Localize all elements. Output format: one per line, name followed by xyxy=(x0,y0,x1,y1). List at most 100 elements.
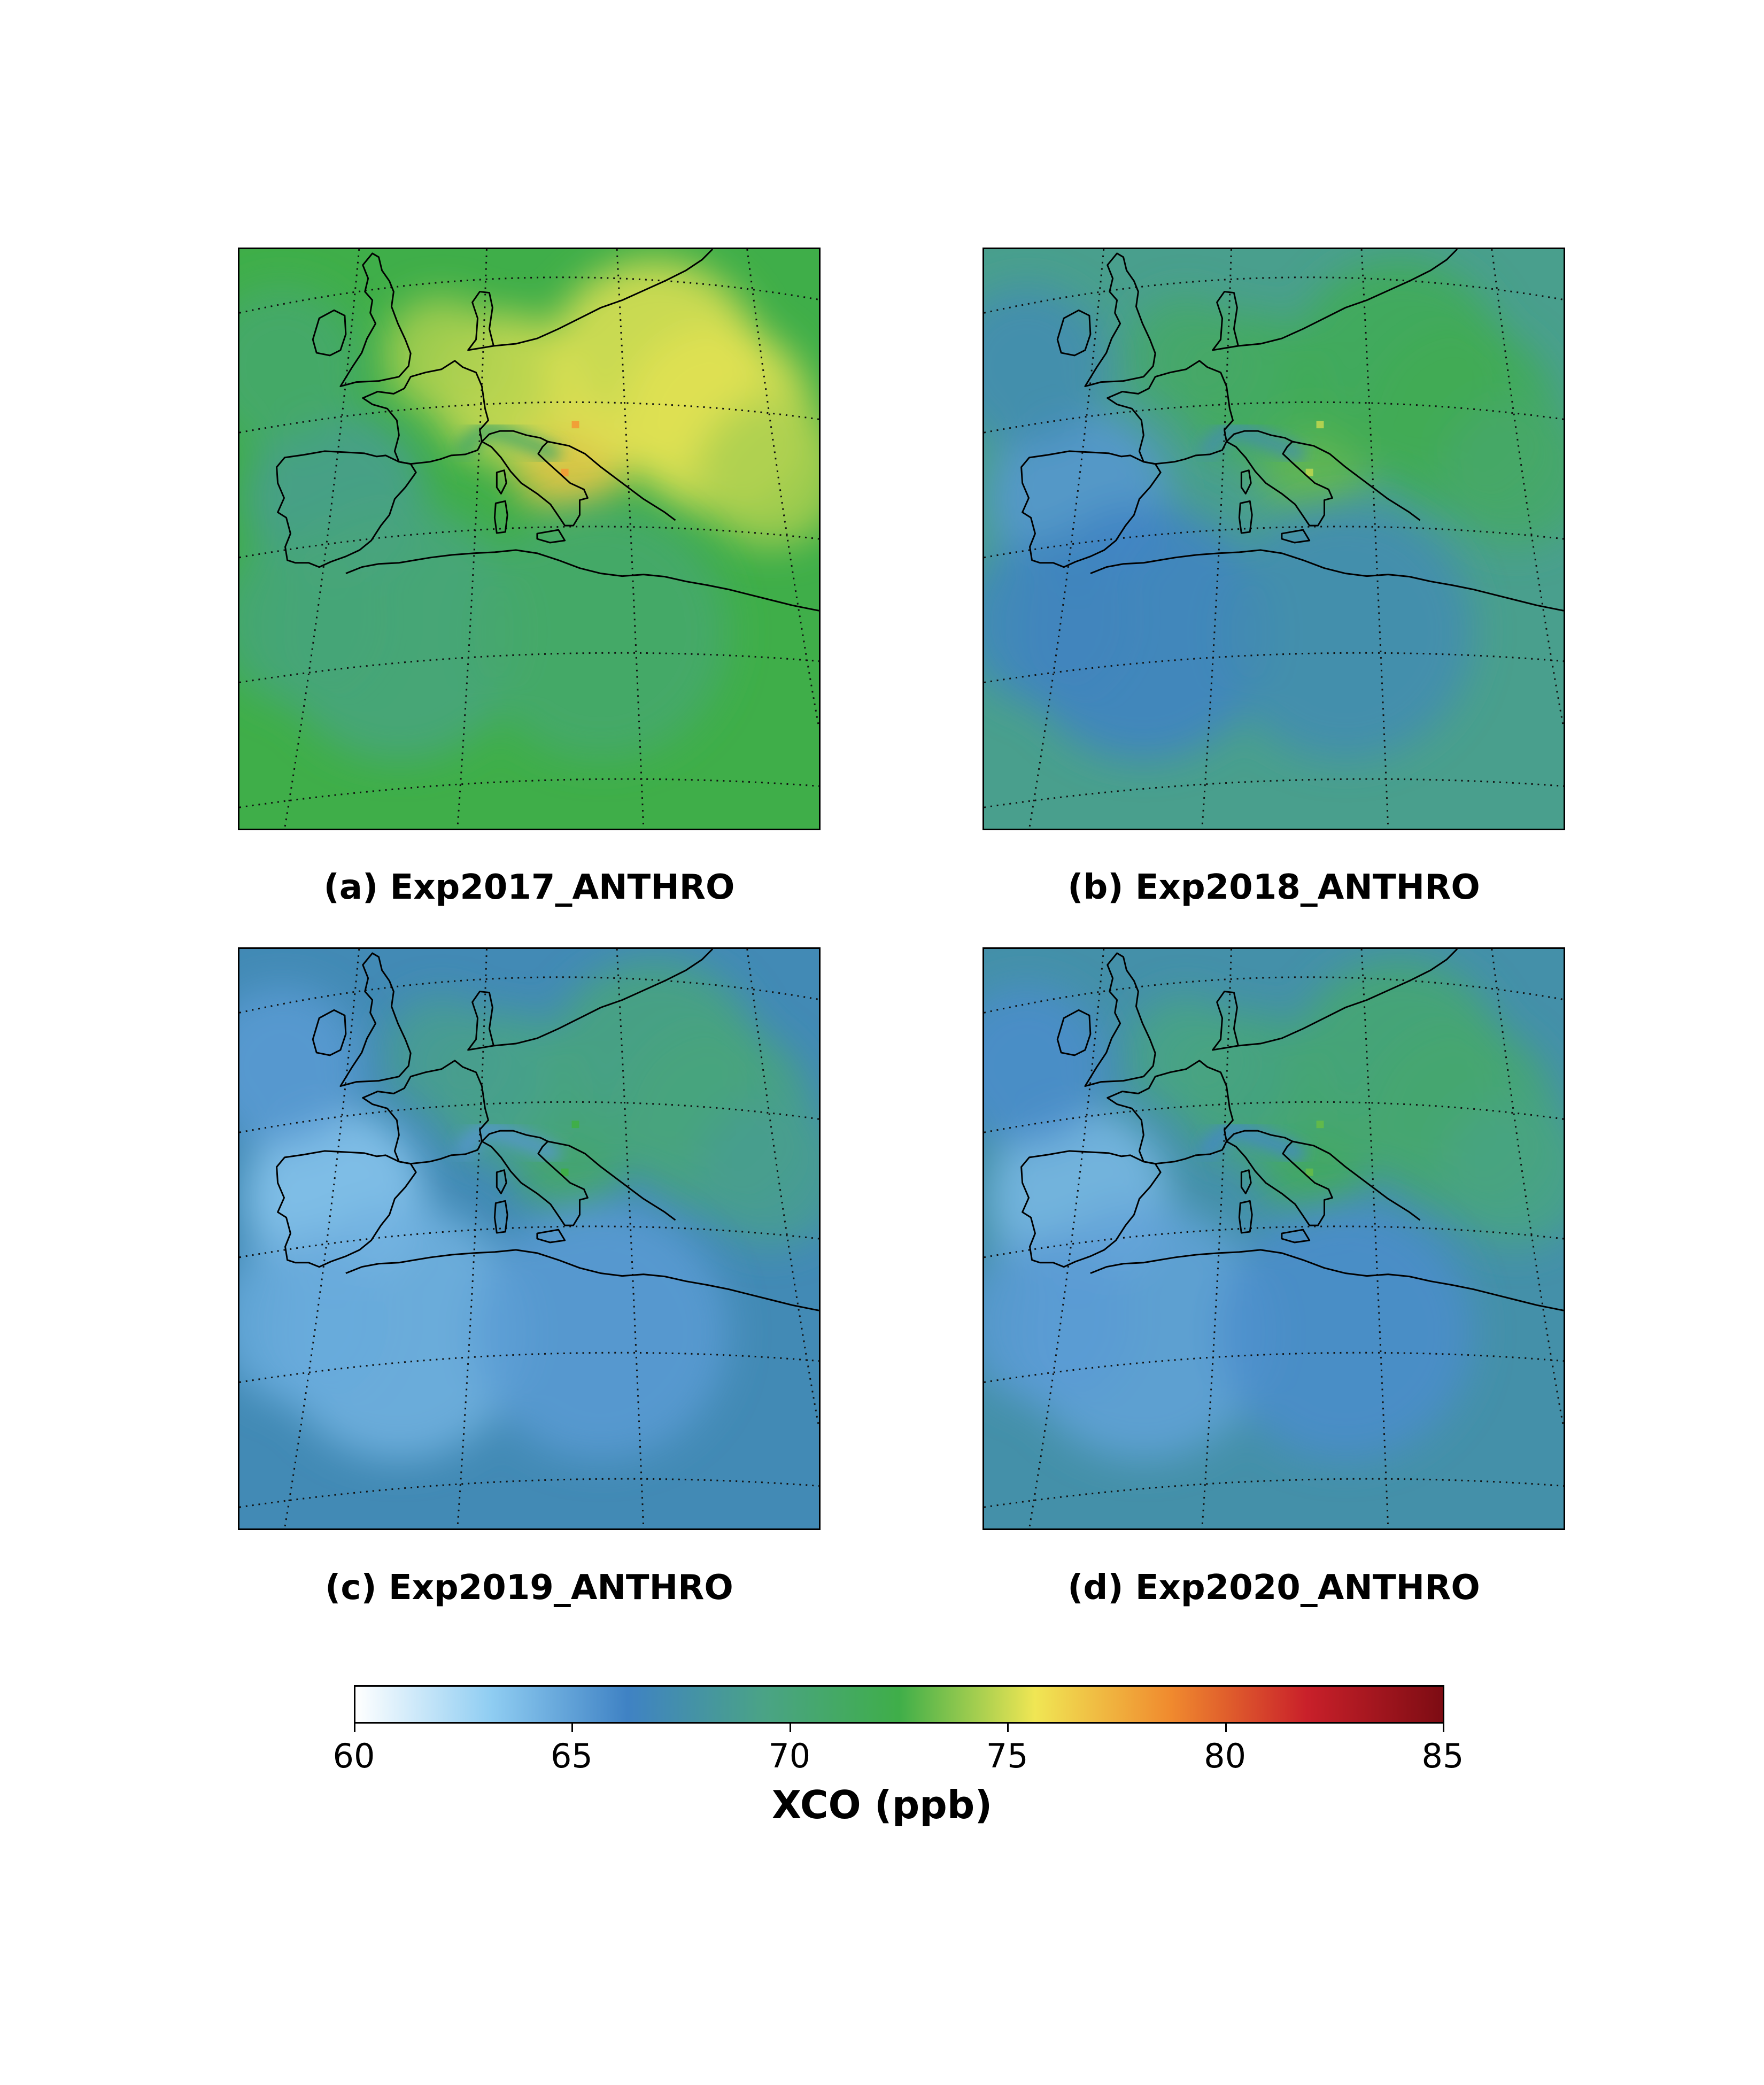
map-panel-d xyxy=(982,947,1565,1530)
coastline xyxy=(536,1229,566,1244)
xco-low-blob xyxy=(239,986,362,1146)
coastline xyxy=(276,1150,417,1268)
coastline xyxy=(547,1140,676,1221)
colorbar-tick xyxy=(354,1724,355,1732)
xco-high-blob xyxy=(1441,398,1564,547)
coastline xyxy=(1292,441,1421,521)
meridian-line xyxy=(1028,949,1105,1528)
colorbar-tick xyxy=(1443,1724,1444,1732)
coastline xyxy=(362,360,489,465)
coastline xyxy=(1020,1150,1162,1268)
xco-low-blob xyxy=(239,536,389,707)
coastline xyxy=(1292,1140,1421,1221)
coastline xyxy=(1107,360,1234,465)
xco-point-source xyxy=(571,421,579,429)
coastline xyxy=(1056,1009,1092,1056)
xco-point-source xyxy=(561,468,569,476)
coastline xyxy=(1225,1130,1333,1226)
colorbar-tick xyxy=(1225,1724,1227,1732)
colorbar-tick-label: 85 xyxy=(1421,1736,1464,1775)
coastline xyxy=(312,1009,347,1056)
graticule xyxy=(239,949,819,1528)
colorbar-tick-label: 70 xyxy=(768,1736,811,1775)
coastline xyxy=(345,1249,819,1311)
coastline xyxy=(481,430,589,527)
xco-low-blob xyxy=(239,286,362,446)
xco-low-blob xyxy=(984,286,1107,446)
xco-low-blob xyxy=(984,986,1107,1146)
coastline xyxy=(339,952,412,1087)
coastlines xyxy=(276,249,819,612)
colorbar-tick xyxy=(789,1724,791,1732)
xco-low-blob xyxy=(1218,1204,1473,1460)
coastline xyxy=(345,549,819,612)
map-panel-c xyxy=(238,947,821,1530)
coastline xyxy=(493,1200,508,1234)
xco-high-blob xyxy=(1127,297,1245,414)
coastlines xyxy=(1020,249,1564,612)
coastline xyxy=(1084,252,1156,388)
coastline xyxy=(493,249,714,347)
xco-low-blob xyxy=(1218,504,1473,760)
coastline xyxy=(1090,1249,1564,1311)
coastline xyxy=(1212,291,1239,351)
xco-low-regions xyxy=(239,286,729,760)
xco-high-blob xyxy=(1127,997,1245,1114)
coastline xyxy=(1090,549,1564,612)
colorbar-tick-label: 75 xyxy=(986,1736,1028,1775)
coastline xyxy=(547,441,676,521)
coastline xyxy=(362,1060,489,1165)
xco-high-blob xyxy=(383,997,500,1114)
coastline xyxy=(1212,991,1239,1051)
coastline xyxy=(1281,529,1311,544)
map-panel-a xyxy=(238,248,821,830)
coastline xyxy=(1238,1200,1253,1234)
coastline xyxy=(481,1130,589,1226)
map-panel-b xyxy=(982,248,1565,830)
xco-high-blob xyxy=(383,297,500,414)
coastline xyxy=(1238,500,1253,534)
coastline xyxy=(467,991,494,1051)
coastline xyxy=(339,252,412,388)
colorbar-tick-label: 60 xyxy=(332,1736,375,1775)
graticule xyxy=(239,249,819,829)
xco-point-source xyxy=(1316,421,1324,429)
xco-low-blob xyxy=(473,1204,729,1460)
xco-point-source xyxy=(1305,1168,1313,1176)
xco-low-blob xyxy=(984,536,1133,707)
xco-point-source xyxy=(1305,468,1313,476)
meridian-line xyxy=(1028,249,1105,829)
coastline xyxy=(1240,469,1252,495)
xco-high-blob xyxy=(697,1098,819,1247)
panel-caption-a: (a) Exp2017_ANTHRO xyxy=(323,868,735,907)
xco-high-regions xyxy=(1127,959,1564,1247)
coastline xyxy=(1281,1229,1311,1244)
colorbar-tick-label: 80 xyxy=(1204,1736,1247,1775)
colorbar-tick xyxy=(1007,1724,1009,1732)
xco-low-regions xyxy=(239,986,729,1460)
coastline xyxy=(1225,430,1333,527)
xco-point-source xyxy=(561,1168,569,1176)
panel-caption-d: (d) Exp2020_ANTHRO xyxy=(1067,1568,1480,1608)
coastline xyxy=(467,291,494,351)
coastline xyxy=(496,469,507,495)
coastline xyxy=(276,450,417,568)
coastline xyxy=(1107,1060,1234,1165)
xco-point-source xyxy=(1316,1121,1324,1129)
coastline xyxy=(493,949,714,1047)
colorbar-tick-label: 65 xyxy=(550,1736,593,1775)
panel-caption-b: (b) Exp2018_ANTHRO xyxy=(1067,868,1480,907)
graticule xyxy=(984,249,1564,829)
meridian-line xyxy=(284,249,360,829)
xco-high-blob xyxy=(697,398,819,547)
graticule xyxy=(984,949,1564,1528)
xco-low-blob xyxy=(239,1236,389,1407)
xco-high-blob xyxy=(1441,1098,1564,1247)
coastline xyxy=(1238,949,1458,1047)
coastline xyxy=(496,1169,507,1194)
xco-low-regions xyxy=(984,986,1473,1460)
xco-low-blob xyxy=(984,1236,1133,1407)
panel-caption-c: (c) Exp2019_ANTHRO xyxy=(325,1568,733,1608)
xco-point-source xyxy=(571,1121,579,1129)
coastlines xyxy=(1020,949,1564,1311)
